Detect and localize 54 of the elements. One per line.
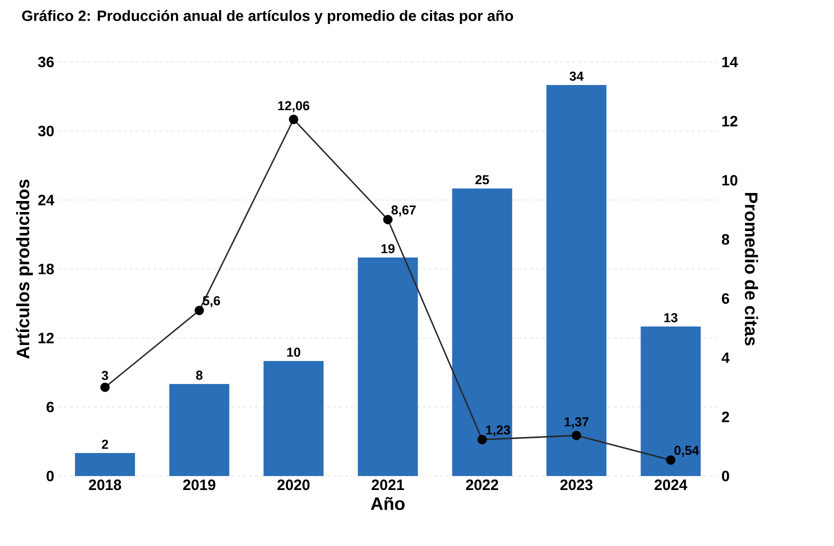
bar bbox=[358, 258, 418, 476]
y-tick-label: 30 bbox=[38, 126, 54, 136]
point bbox=[572, 430, 582, 440]
data-label: 34 bbox=[570, 72, 584, 81]
y-tick-label: 18 bbox=[38, 264, 54, 274]
y2-tick-label: 6 bbox=[722, 293, 730, 304]
data-label: 1,23 bbox=[486, 425, 510, 436]
x-tick-label: 2024 bbox=[654, 480, 688, 490]
y2-axis-title: Promedio de citas bbox=[744, 192, 758, 346]
data-label: 19 bbox=[381, 244, 395, 254]
data-label: 2 bbox=[102, 440, 108, 449]
data-label: 10 bbox=[287, 348, 300, 357]
x-tick-label: 2020 bbox=[277, 480, 310, 490]
x-tick-label: 2023 bbox=[560, 480, 592, 490]
bar bbox=[640, 326, 701, 476]
y2-tick-label: 14 bbox=[722, 56, 738, 68]
bar bbox=[75, 453, 135, 476]
x-tick-label: 2021 bbox=[372, 480, 404, 490]
data-label: 12,06 bbox=[278, 101, 310, 112]
data-label: 1,37 bbox=[564, 417, 588, 428]
point bbox=[288, 114, 298, 124]
y2-tick-label: 12 bbox=[722, 116, 738, 126]
chart-title: Gráfico 2: Producción anual de artículos y promedio de citas por año bbox=[22, 10, 514, 24]
data-label: 5,6 bbox=[202, 296, 220, 308]
x-tick-label: 2019 bbox=[183, 480, 216, 490]
point bbox=[477, 434, 487, 444]
y-tick-label: 6 bbox=[46, 402, 54, 412]
y2-tick-label: 0 bbox=[722, 470, 730, 482]
bar bbox=[264, 361, 324, 476]
y-tick-label: 12 bbox=[38, 332, 54, 344]
y-tick-label: 0 bbox=[46, 470, 54, 482]
bar bbox=[169, 384, 230, 476]
point bbox=[100, 382, 110, 392]
y-axis-title: Artículos producidos bbox=[16, 180, 33, 359]
data-label: 0,54 bbox=[674, 446, 700, 457]
bar bbox=[452, 188, 512, 476]
point bbox=[194, 306, 204, 316]
y-tick-label: 36 bbox=[38, 56, 54, 68]
y2-tick-label: 8 bbox=[722, 234, 730, 245]
y-tick-label: 24 bbox=[38, 194, 54, 206]
x-tick-label: 2022 bbox=[466, 480, 498, 490]
data-label: 25 bbox=[475, 175, 489, 184]
bar bbox=[546, 84, 606, 476]
point bbox=[666, 455, 676, 465]
data-label: 3 bbox=[102, 370, 108, 380]
x-axis-title: Año bbox=[370, 496, 405, 510]
data-label: 13 bbox=[664, 313, 678, 322]
x-tick-label: 2018 bbox=[88, 480, 122, 490]
y2-tick-label: 4 bbox=[722, 352, 730, 363]
y2-tick-label: 10 bbox=[722, 174, 738, 186]
data-label: 8,67 bbox=[391, 205, 416, 216]
point bbox=[383, 214, 393, 224]
y2-tick-label: 2 bbox=[722, 412, 730, 422]
data-label: 8 bbox=[196, 370, 202, 380]
